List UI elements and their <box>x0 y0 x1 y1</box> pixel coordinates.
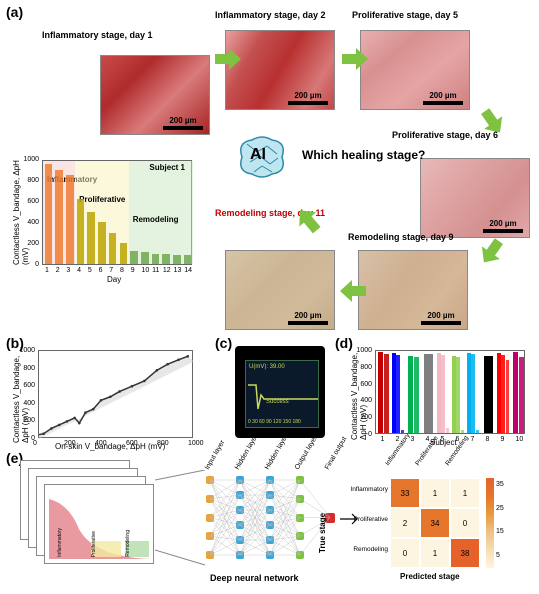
scalebar-1: 200 µm <box>288 91 328 105</box>
flow-arrow-0 <box>213 48 241 70</box>
healing-question: Which healing stage? <box>302 148 425 162</box>
panel-d-ylabel: Contactless V_bandage, ΔpH (mV) <box>350 345 368 440</box>
conf-cell-1-2: 0 <box>450 508 480 538</box>
conf-cell-2-2: 38 <box>450 538 480 568</box>
scalebar-4: 200 µm <box>421 311 461 325</box>
micrograph-label-2: Proliferative stage, day 5 <box>352 10 458 20</box>
healing-barchart: InflammatoryProliferativeRemodelingSubje… <box>42 160 192 265</box>
micrograph-label-0: Inflammatory stage, day 1 <box>42 30 153 40</box>
osc-line2: Success <box>266 399 289 405</box>
ai-brain-icon: AI <box>232 132 292 187</box>
scalebar-3: 200 µm <box>483 219 523 233</box>
flow-arrow-3 <box>475 233 509 269</box>
flow-arrow-4 <box>340 280 368 302</box>
oscilloscope-image: U(mV): 39.00 Success 0 30 60 90 120 150 … <box>235 346 325 438</box>
barchart-ylabel: Contactless V_bandage, ΔpH (mV) <box>12 160 30 265</box>
conf-cell-1-1: 34 <box>420 508 450 538</box>
micrograph-label-4: Remodeling stage, day 9 <box>348 232 454 242</box>
micrograph-3: 200 µm <box>420 158 530 238</box>
stage-label-1: Proliferative <box>79 195 125 204</box>
osc-line1: U(mV): 39.00 <box>249 364 285 370</box>
nn-label: Deep neural network <box>210 573 299 583</box>
micrograph-0: 200 µm <box>100 55 210 135</box>
conf-cell-2-0: 0 <box>390 538 420 568</box>
scatter-plot: 0020020040040060060080080010001000 <box>38 350 193 438</box>
osc-xticks: 0 30 60 90 120 150 180 <box>248 419 301 425</box>
micrograph-label-1: Inflammatory stage, day 2 <box>215 10 326 20</box>
flow-arrow-1 <box>340 48 368 70</box>
micrograph-5: 200 µm <box>225 250 335 330</box>
micrograph-1: 200 µm <box>225 30 335 110</box>
conf-cell-0-2: 1 <box>450 478 480 508</box>
panel-c-label: (c) <box>215 335 232 351</box>
scalebar-0: 200 µm <box>163 116 203 130</box>
conf-cell-2-1: 1 <box>420 538 450 568</box>
micrograph-2: 200 µm <box>360 30 470 110</box>
micrograph-4: 200 µm <box>358 250 468 330</box>
conf-cell-1-0: 2 <box>390 508 420 538</box>
panel-b-ylabel: Contactless V_bandage, ΔpH (mV) <box>12 348 30 443</box>
panel-a-label: (a) <box>6 4 23 20</box>
conf-cell-0-0: 33 <box>390 478 420 508</box>
micrograph-label-3: Proliferative stage, day 6 <box>392 130 498 140</box>
ai-text: AI <box>250 146 266 164</box>
subject-barchart: 1234567891002004006008001000 <box>375 350 525 434</box>
scalebar-2: 200 µm <box>423 91 463 105</box>
stage-label-2: Remodeling <box>133 215 179 224</box>
stack-card-3: InflammatoryProliferativeRemodeling <box>44 484 154 564</box>
panel-b-xlabel: On-skin V_bandage, ΔpH (mV) <box>55 442 165 451</box>
barchart-xlabel: Day <box>107 275 121 284</box>
subject-label: Subject 1 <box>149 163 185 172</box>
scalebar-5: 200 µm <box>288 311 328 325</box>
conf-cell-0-1: 1 <box>420 478 450 508</box>
